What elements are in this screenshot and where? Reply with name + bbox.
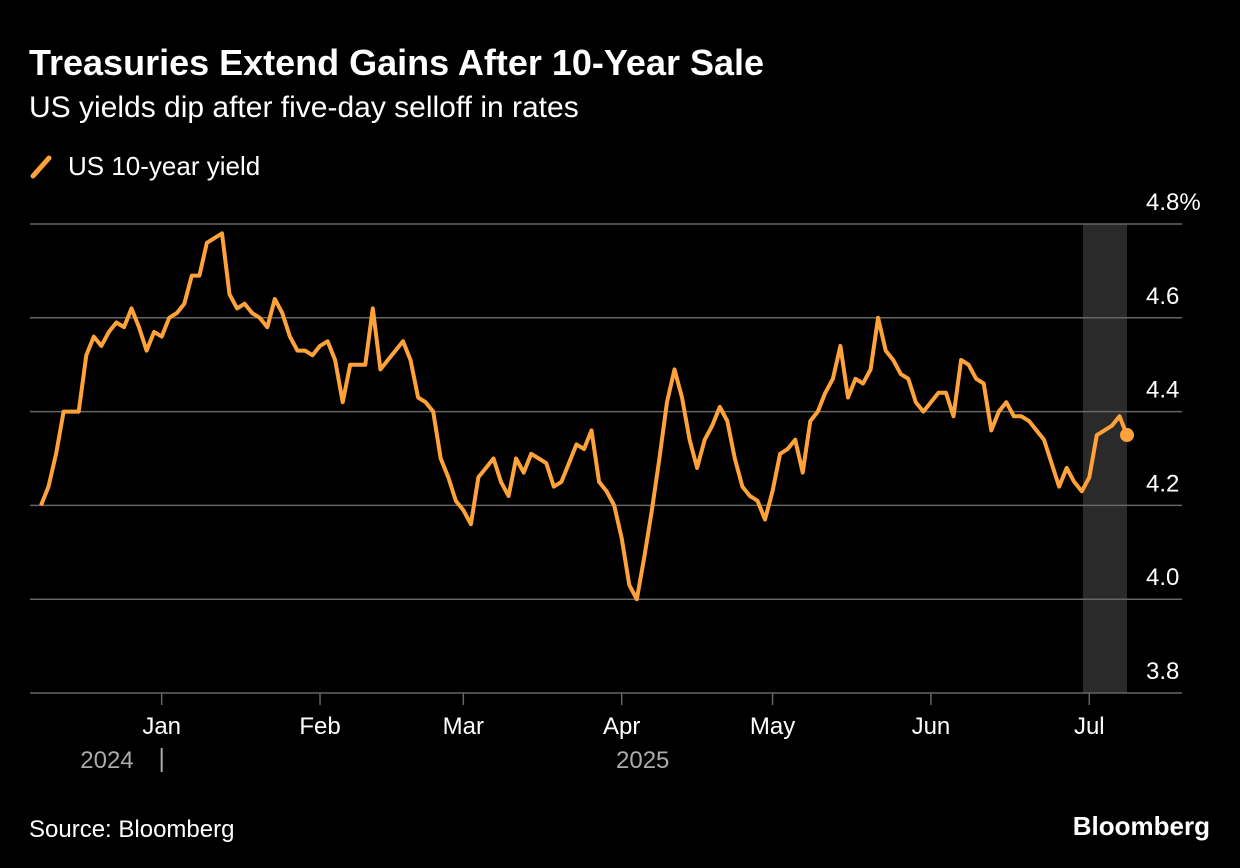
x-tick-label: May bbox=[750, 713, 795, 740]
y-tick-label: 4.2 bbox=[1146, 470, 1179, 497]
y-tick-label: 4.6 bbox=[1146, 283, 1179, 310]
chart-subtitle: US yields dip after five-day selloff in … bbox=[29, 91, 579, 124]
x-tick-label: Apr bbox=[603, 713, 640, 740]
x-tick-label: Jul bbox=[1074, 713, 1105, 740]
end-dot bbox=[1120, 428, 1134, 443]
series-line bbox=[39, 231, 1129, 602]
source: Source: Bloomberg bbox=[29, 816, 234, 843]
x-tick-label: Jun bbox=[912, 713, 951, 740]
y-tick-label: 3.8 bbox=[1146, 658, 1179, 685]
legend-label: US 10-year yield bbox=[68, 151, 260, 181]
legend-icon bbox=[30, 155, 52, 179]
chart-title: Treasuries Extend Gains After 10-Year Sa… bbox=[29, 42, 764, 83]
x-tick-label: Jan bbox=[142, 713, 181, 740]
year-label: 2024 bbox=[80, 747, 133, 774]
x-tick-label: Mar bbox=[443, 713, 484, 740]
brand: Bloomberg bbox=[1073, 811, 1210, 841]
highlight-band bbox=[1083, 224, 1127, 693]
y-tick-label: 4.4 bbox=[1146, 377, 1179, 404]
x-tick-label: Feb bbox=[299, 713, 340, 740]
y-tick-label: 4.8% bbox=[1146, 189, 1201, 216]
y-tick-label: 4.0 bbox=[1146, 564, 1179, 591]
year-label: 2025 bbox=[616, 747, 669, 774]
